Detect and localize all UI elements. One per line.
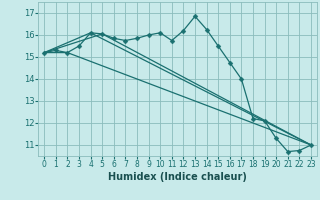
X-axis label: Humidex (Indice chaleur): Humidex (Indice chaleur) — [108, 172, 247, 182]
